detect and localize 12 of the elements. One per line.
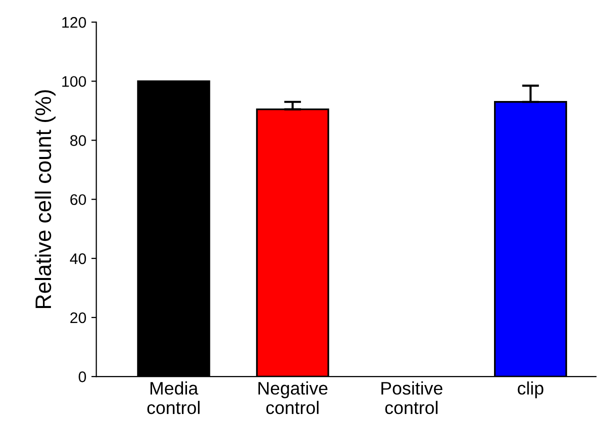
x-tick-label: Negative control bbox=[258, 381, 328, 414]
y-tick-label: 60 bbox=[70, 194, 86, 206]
y-tick-label: 120 bbox=[62, 17, 86, 28]
y-tick-label: 0 bbox=[78, 371, 86, 382]
x-tick-label: clip bbox=[518, 381, 544, 398]
y-tick-label: 20 bbox=[70, 312, 86, 324]
x-tick-label: Media control bbox=[147, 381, 200, 414]
y-tick-label: 100 bbox=[62, 76, 86, 87]
x-tick-label: Positive control bbox=[381, 381, 442, 414]
y-axis-title: Relative cell count (%) bbox=[34, 90, 56, 308]
y-tick-label: 80 bbox=[70, 135, 86, 146]
y-tick-label: 40 bbox=[70, 253, 86, 264]
